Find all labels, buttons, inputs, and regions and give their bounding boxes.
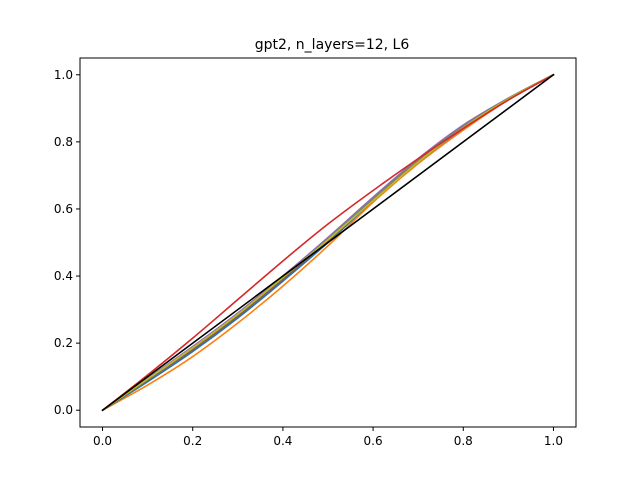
y-tick-label: 0.8	[54, 135, 73, 149]
x-tick-label: 0.6	[364, 434, 383, 448]
x-tick-label: 0.0	[93, 434, 112, 448]
x-tick-label: 0.2	[183, 434, 202, 448]
series-line-9	[101, 73, 555, 412]
x-tick-label: 0.8	[454, 434, 473, 448]
series-layer	[101, 73, 555, 412]
y-tick-label: 0.0	[54, 403, 73, 417]
y-tick-label: 0.6	[54, 202, 73, 216]
series-line-8	[101, 73, 555, 412]
y-tick-label: 1.0	[54, 68, 73, 82]
x-tick-label: 0.4	[273, 434, 292, 448]
series-line-7	[101, 73, 555, 412]
x-tick-label: 1.0	[544, 434, 563, 448]
chart-title: gpt2, n_layers=12, L6	[255, 37, 410, 53]
y-tick-label: 0.2	[54, 336, 73, 350]
series-line-1	[101, 73, 555, 412]
plot-frame	[79, 57, 577, 428]
axes-layer: 0.0 0.2 0.4 0.6 0.8 1.0 0.0 0.2 0.4 0.6 0.8 1.0	[54, 57, 577, 448]
y-tick-label: 0.4	[54, 269, 73, 283]
